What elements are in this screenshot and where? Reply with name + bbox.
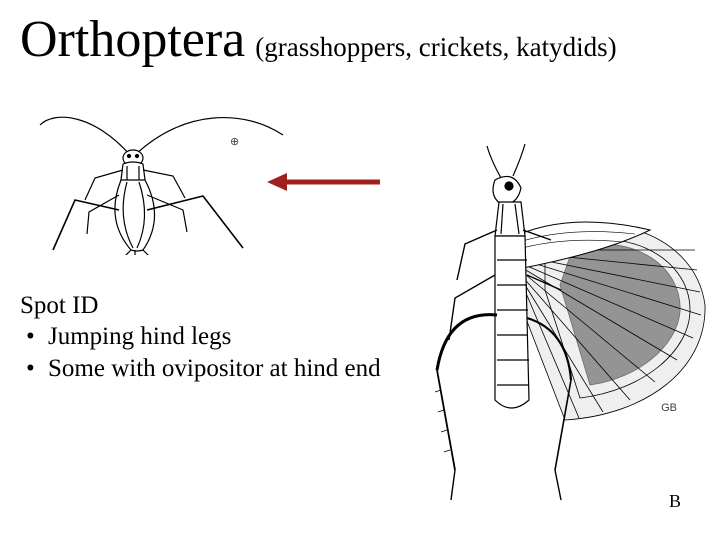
title-line: Orthoptera (grasshoppers, crickets, katy… — [20, 10, 710, 69]
spot-id-block: Spot ID • Jumping hind legs • Some with … — [20, 290, 390, 384]
callout-arrow-icon — [265, 170, 385, 194]
grasshopper-illustration: GB B — [395, 140, 715, 530]
title-subtitle: (grasshoppers, crickets, katydids) — [255, 32, 616, 62]
cricket-illustration: ⊕ — [35, 100, 290, 255]
bullet-row: • Some with ovipositor at hind end — [20, 353, 390, 384]
grasshopper-signature: GB — [661, 402, 677, 414]
bullet-row: • Jumping hind legs — [20, 321, 390, 352]
bullet-icon: • — [20, 321, 48, 352]
bullet-text: Some with ovipositor at hind end — [48, 353, 390, 384]
bullet-icon: • — [20, 353, 48, 384]
figure-label-b: B — [669, 491, 681, 512]
bullet-text: Jumping hind legs — [48, 321, 390, 352]
slide-root: Orthoptera (grasshoppers, crickets, katy… — [0, 0, 720, 540]
cricket-signature-icon: ⊕ — [230, 135, 239, 148]
spot-id-heading: Spot ID — [20, 290, 390, 321]
title-main: Orthoptera — [20, 11, 245, 68]
